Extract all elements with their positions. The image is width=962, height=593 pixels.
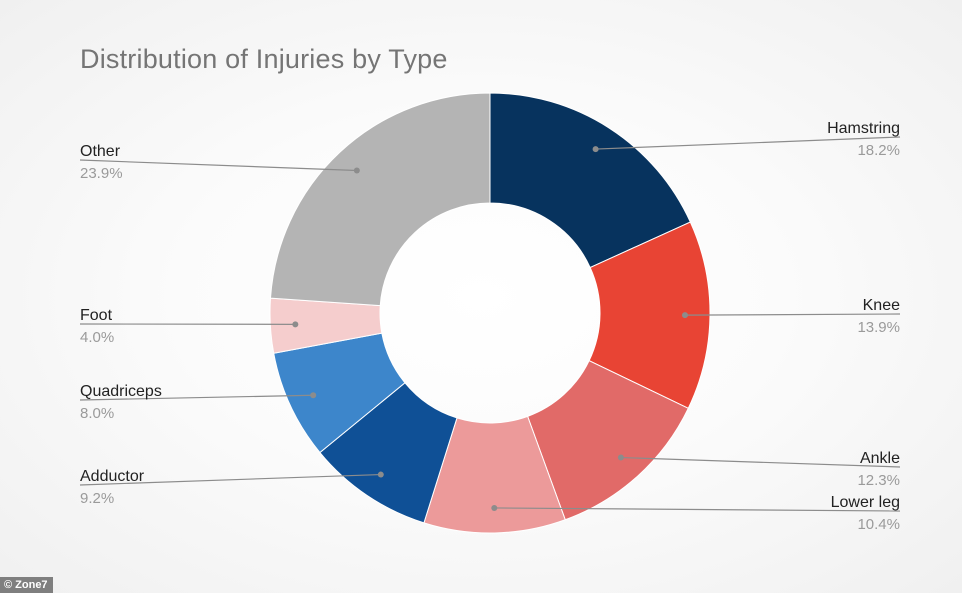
leader-dot-knee <box>681 312 688 319</box>
leader-line-lower-leg <box>494 507 901 512</box>
slice-hamstring <box>489 92 691 269</box>
leader-dot-other <box>353 167 360 174</box>
value-ankle: 12.3% <box>857 472 900 489</box>
leader-line-quadriceps <box>79 394 314 401</box>
value-adductor: 9.2% <box>80 490 114 507</box>
value-lower-leg: 10.4% <box>857 516 900 533</box>
leader-dot-ankle <box>617 454 624 461</box>
label-ankle: Ankle <box>860 450 900 467</box>
leader-line-knee <box>684 313 901 316</box>
credit-label: © Zone7 <box>0 577 53 593</box>
label-quadriceps: Quadriceps <box>80 383 162 400</box>
label-other: Other <box>80 143 121 160</box>
label-knee: Knee <box>863 297 900 314</box>
leader-dot-foot <box>292 321 299 328</box>
leader-line-other <box>79 159 357 172</box>
label-hamstring: Hamstring <box>827 120 900 137</box>
label-lower-leg: Lower leg <box>831 494 900 511</box>
leader-dot-adductor <box>377 471 384 478</box>
leader-line-ankle <box>620 456 901 468</box>
value-quadriceps: 8.0% <box>80 405 114 422</box>
value-other: 23.9% <box>80 165 123 182</box>
slice-other <box>269 92 491 307</box>
value-knee: 13.9% <box>857 319 900 336</box>
value-foot: 4.0% <box>80 329 114 346</box>
leader-dot-hamstring <box>592 146 599 153</box>
leader-dot-lower-leg <box>491 504 498 511</box>
leader-line-hamstring <box>595 136 901 150</box>
chart-title: Distribution of Injuries by Type <box>80 44 448 74</box>
leader-dot-quadriceps <box>310 392 317 399</box>
value-hamstring: 18.2% <box>857 142 900 159</box>
leader-line-adductor <box>79 473 381 486</box>
label-foot: Foot <box>80 307 113 324</box>
label-adductor: Adductor <box>80 468 145 485</box>
